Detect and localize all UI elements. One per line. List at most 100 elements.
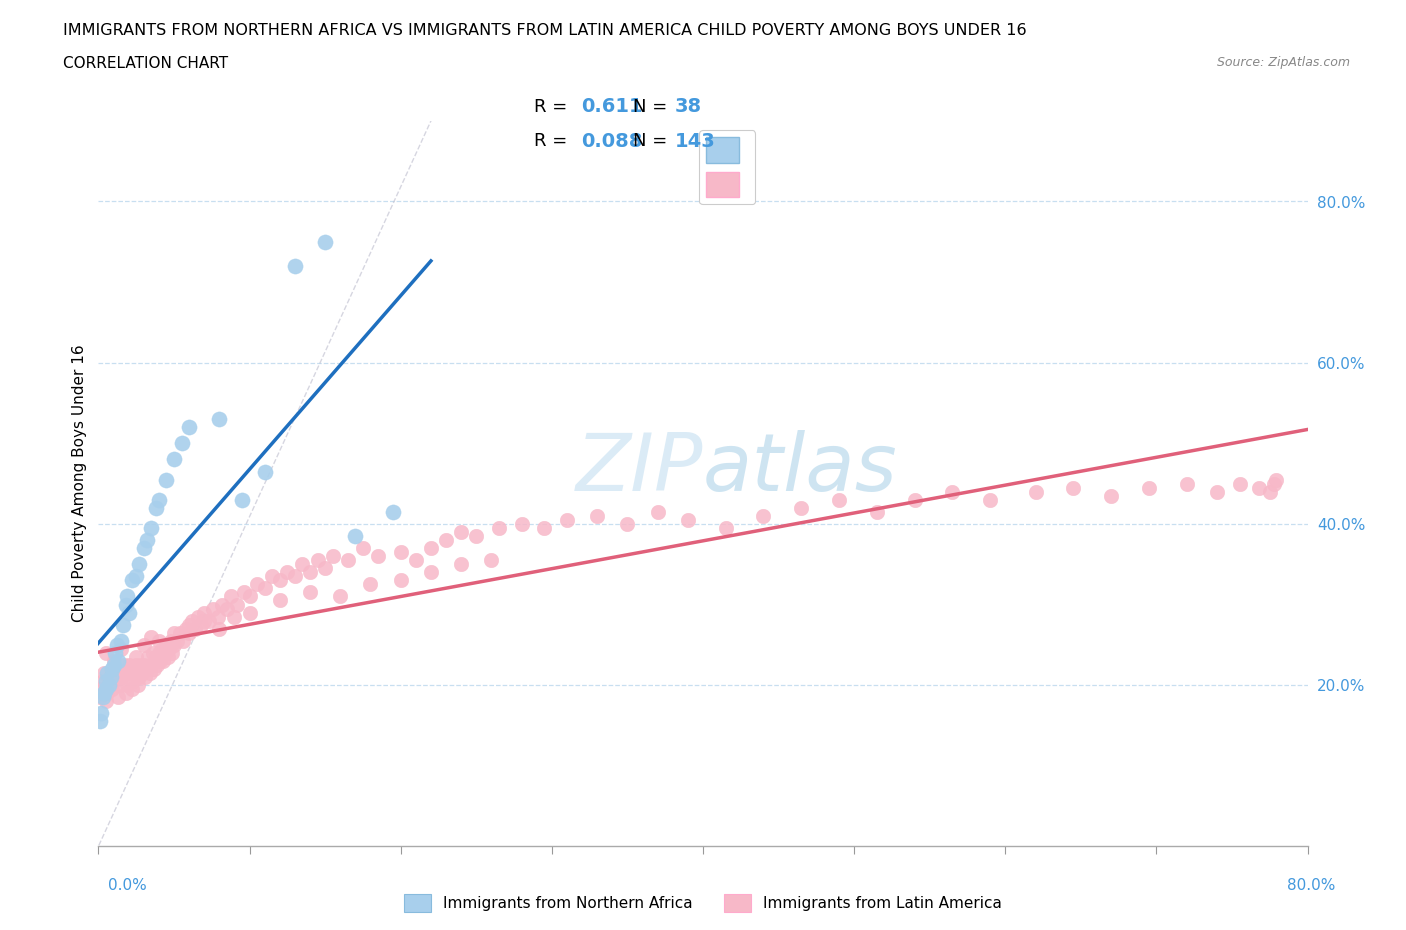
Point xyxy=(150,642,173,657)
Point xyxy=(111,618,134,632)
Point xyxy=(179,625,201,640)
Point xyxy=(142,645,165,660)
Point xyxy=(148,645,170,660)
Point xyxy=(389,573,412,588)
Text: 80.0%: 80.0% xyxy=(1288,878,1336,893)
Text: CORRELATION CHART: CORRELATION CHART xyxy=(63,56,228,71)
Point xyxy=(405,552,427,567)
Point xyxy=(1175,476,1198,491)
Text: Source: ZipAtlas.com: Source: ZipAtlas.com xyxy=(1216,56,1350,69)
Point xyxy=(170,436,193,451)
Point xyxy=(262,569,284,584)
Point xyxy=(866,504,889,519)
Point xyxy=(197,613,219,628)
Point xyxy=(269,573,291,588)
Point xyxy=(360,577,382,591)
Y-axis label: Child Poverty Among Boys Under 16: Child Poverty Among Boys Under 16 xyxy=(72,345,87,622)
Point xyxy=(314,561,336,576)
Point xyxy=(231,492,253,507)
Point xyxy=(1249,480,1271,495)
Point xyxy=(103,654,125,669)
Point xyxy=(181,613,204,628)
Point xyxy=(89,690,111,705)
Point xyxy=(481,552,503,567)
Point xyxy=(118,605,141,620)
Point xyxy=(1263,476,1285,491)
Point xyxy=(172,633,194,648)
Point xyxy=(114,685,136,700)
Point xyxy=(103,658,125,672)
Point xyxy=(291,557,314,572)
Point xyxy=(141,521,163,536)
Point xyxy=(647,504,669,519)
Point xyxy=(124,666,146,681)
Point xyxy=(141,658,163,672)
Point xyxy=(110,642,132,657)
Point xyxy=(208,621,231,636)
Point xyxy=(148,633,170,648)
Point xyxy=(132,658,155,672)
Text: R =: R = xyxy=(534,132,574,151)
Point xyxy=(193,605,215,620)
Point xyxy=(100,670,122,684)
Point xyxy=(1024,485,1046,499)
Point xyxy=(125,658,148,672)
Point xyxy=(163,637,186,652)
Point xyxy=(149,654,172,669)
Point xyxy=(533,521,555,536)
Point xyxy=(1258,485,1281,499)
Point xyxy=(128,557,150,572)
Point xyxy=(89,714,111,729)
Point xyxy=(134,670,156,684)
Text: 0.611: 0.611 xyxy=(581,98,643,116)
Text: IMMIGRANTS FROM NORTHERN AFRICA VS IMMIGRANTS FROM LATIN AMERICA CHILD POVERTY A: IMMIGRANTS FROM NORTHERN AFRICA VS IMMIG… xyxy=(63,23,1026,38)
Point xyxy=(159,642,181,657)
Point xyxy=(299,565,322,579)
Point xyxy=(118,658,141,672)
Point xyxy=(434,533,457,548)
Point xyxy=(174,621,197,636)
Text: 143: 143 xyxy=(675,132,716,151)
Text: R =: R = xyxy=(534,98,574,116)
Point xyxy=(1062,480,1084,495)
Point xyxy=(190,618,212,632)
Point xyxy=(352,540,374,555)
Point xyxy=(100,670,122,684)
Point xyxy=(94,682,117,697)
Legend: , : , xyxy=(699,130,755,205)
Point xyxy=(239,605,262,620)
Point xyxy=(152,654,174,669)
Point xyxy=(239,589,262,604)
Point xyxy=(115,678,138,693)
Point xyxy=(253,464,276,479)
Point xyxy=(555,512,578,527)
Point xyxy=(125,569,148,584)
Point xyxy=(141,630,163,644)
Point xyxy=(90,682,112,697)
Point xyxy=(253,581,276,596)
Point xyxy=(162,645,184,660)
Point xyxy=(121,682,143,697)
Point xyxy=(221,589,243,604)
Point xyxy=(94,645,117,660)
Point xyxy=(232,585,254,600)
Legend: Immigrants from Northern Africa, Immigrants from Latin America: Immigrants from Northern Africa, Immigra… xyxy=(398,888,1008,918)
Point xyxy=(129,658,152,672)
Point xyxy=(184,621,207,636)
Text: N =: N = xyxy=(633,98,672,116)
Point xyxy=(450,557,472,572)
Point xyxy=(207,609,229,624)
Point xyxy=(94,694,117,709)
Point xyxy=(284,259,307,273)
Point xyxy=(136,649,159,664)
Point xyxy=(145,500,167,515)
Point xyxy=(450,525,472,539)
Point xyxy=(98,678,121,693)
Point xyxy=(828,492,851,507)
Point xyxy=(616,516,638,531)
Point xyxy=(166,633,188,648)
Point xyxy=(101,661,124,676)
Point xyxy=(163,452,186,467)
Point xyxy=(153,645,176,660)
Point xyxy=(329,589,352,604)
